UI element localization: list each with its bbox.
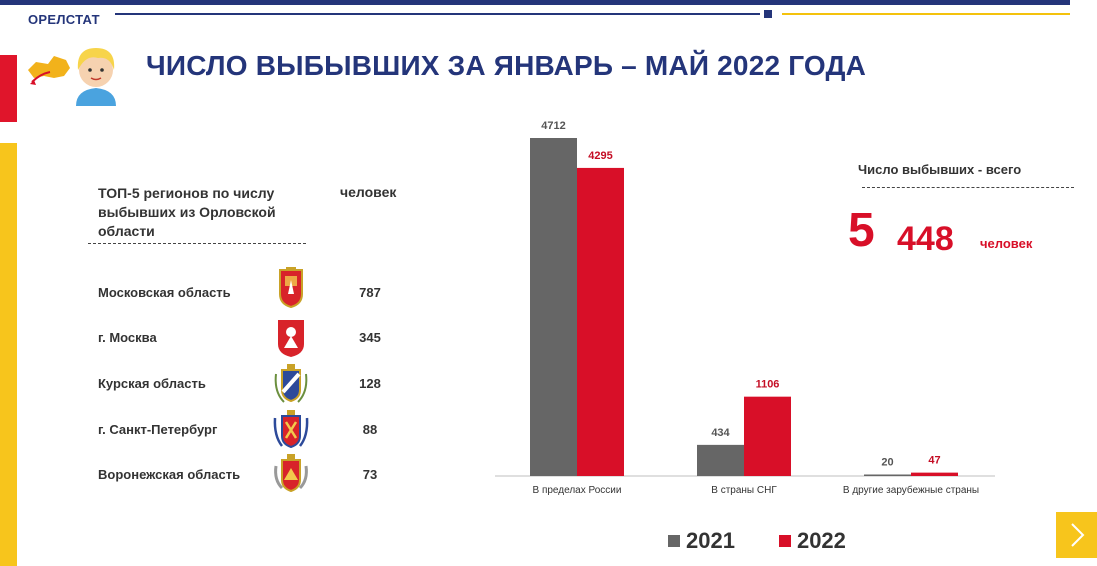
chevron-right-icon [1071, 523, 1085, 547]
bar-2021-1 [530, 138, 577, 476]
data-label-2021-3: 20 [881, 457, 893, 469]
voronezh-oblast-emblem-icon [274, 454, 308, 493]
bar-2021-2 [697, 444, 744, 476]
chart-legend: 2021 2022 [668, 528, 890, 554]
region-value-1: 787 [359, 285, 381, 300]
page-title: ЧИСЛО ВЫБЫВШИХ ЗА ЯНВАРЬ – МАЙ 2022 ГОДА [146, 50, 867, 81]
data-label-2022-1: 4295 [588, 150, 612, 162]
header-yellow-line [782, 13, 1070, 15]
top-band [0, 0, 1070, 5]
moscow-oblast-emblem-icon [279, 267, 303, 308]
regions-header: ТОП-5 регионов по числу выбывших из Орло… [98, 185, 276, 239]
region-name-2: г. Москва [98, 330, 157, 345]
bar-2022-3 [911, 472, 958, 476]
regions-unit-header: человек [340, 184, 397, 200]
kursk-oblast-emblem-icon [274, 364, 308, 403]
regions-divider [88, 243, 306, 244]
saint-petersburg-emblem-icon [273, 410, 309, 449]
legend-item-2022: 2022 [778, 528, 846, 554]
data-label-2022-3: 47 [928, 455, 940, 467]
region-name-5: Воронежская область [98, 467, 241, 482]
legend-swatch-2022 [778, 535, 791, 547]
data-label-2022-2: 1106 [756, 379, 780, 391]
side-yellow-bar [0, 143, 17, 566]
total-value-thousands: 5 [848, 204, 875, 257]
brand-label: ОРЕЛСТАТ [28, 12, 100, 27]
legend-swatch-2021 [668, 535, 680, 547]
mascot-icon [28, 48, 116, 106]
category-label-1: В пределах России [533, 485, 622, 496]
total-unit: человек [980, 236, 1033, 251]
data-label-2021-2: 434 [711, 427, 730, 439]
region-name-3: Курская область [98, 376, 206, 391]
header-square [764, 10, 772, 18]
category-label-3: В другие зарубежные страны [843, 484, 979, 496]
total-value-rest: 448 [897, 220, 954, 258]
legend-label-2022: 2022 [796, 528, 846, 553]
legend-label-2021: 2021 [686, 528, 735, 553]
total-divider [862, 187, 1074, 188]
total-label: Число выбывших - всего [858, 162, 1022, 177]
category-label-2: В страны СНГ [711, 485, 777, 496]
region-value-3: 128 [359, 376, 381, 391]
region-value-4: 88 [362, 422, 378, 437]
header-navy-line [115, 13, 760, 15]
region-value-5: 73 [362, 467, 378, 482]
region-value-2: 345 [359, 330, 381, 345]
side-red-bar [0, 55, 17, 122]
bar-2021-3 [864, 474, 911, 476]
region-name-4: г. Санкт-Петербург [98, 422, 218, 437]
bar-2022-1 [577, 167, 624, 476]
bar-2022-2 [744, 396, 791, 476]
data-label-2021-1: 4712 [541, 120, 565, 132]
legend-item-2021: 2021 [668, 528, 735, 554]
moscow-emblem-icon [278, 320, 304, 357]
next-slide-button[interactable] [1056, 512, 1097, 558]
region-name-1: Московская область [98, 285, 231, 300]
